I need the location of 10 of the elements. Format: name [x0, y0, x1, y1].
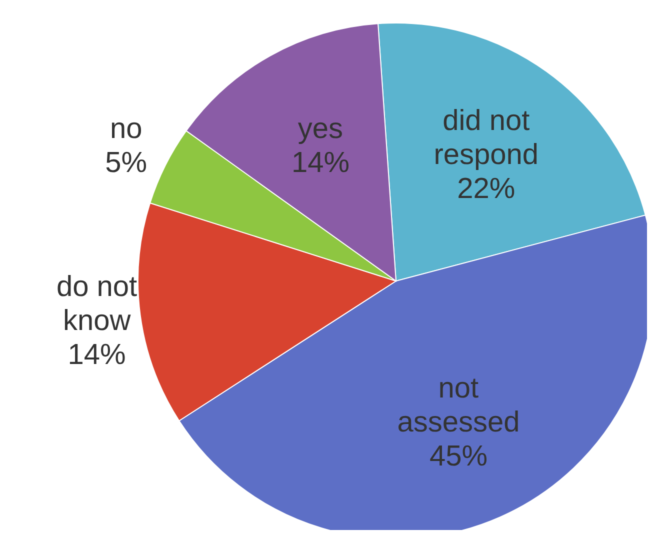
- data-label: 22%: [457, 173, 516, 206]
- data-label: 45%: [429, 440, 488, 473]
- slice-label: yes: [298, 112, 344, 145]
- slice-label: did not respond: [434, 105, 539, 172]
- slice-label: not assessed: [397, 372, 520, 439]
- slice-label: no: [110, 112, 142, 145]
- data-label: 5%: [105, 146, 148, 179]
- data-label: 14%: [68, 338, 126, 371]
- slice-label: do not know: [56, 270, 138, 337]
- data-label: 14%: [291, 146, 350, 179]
